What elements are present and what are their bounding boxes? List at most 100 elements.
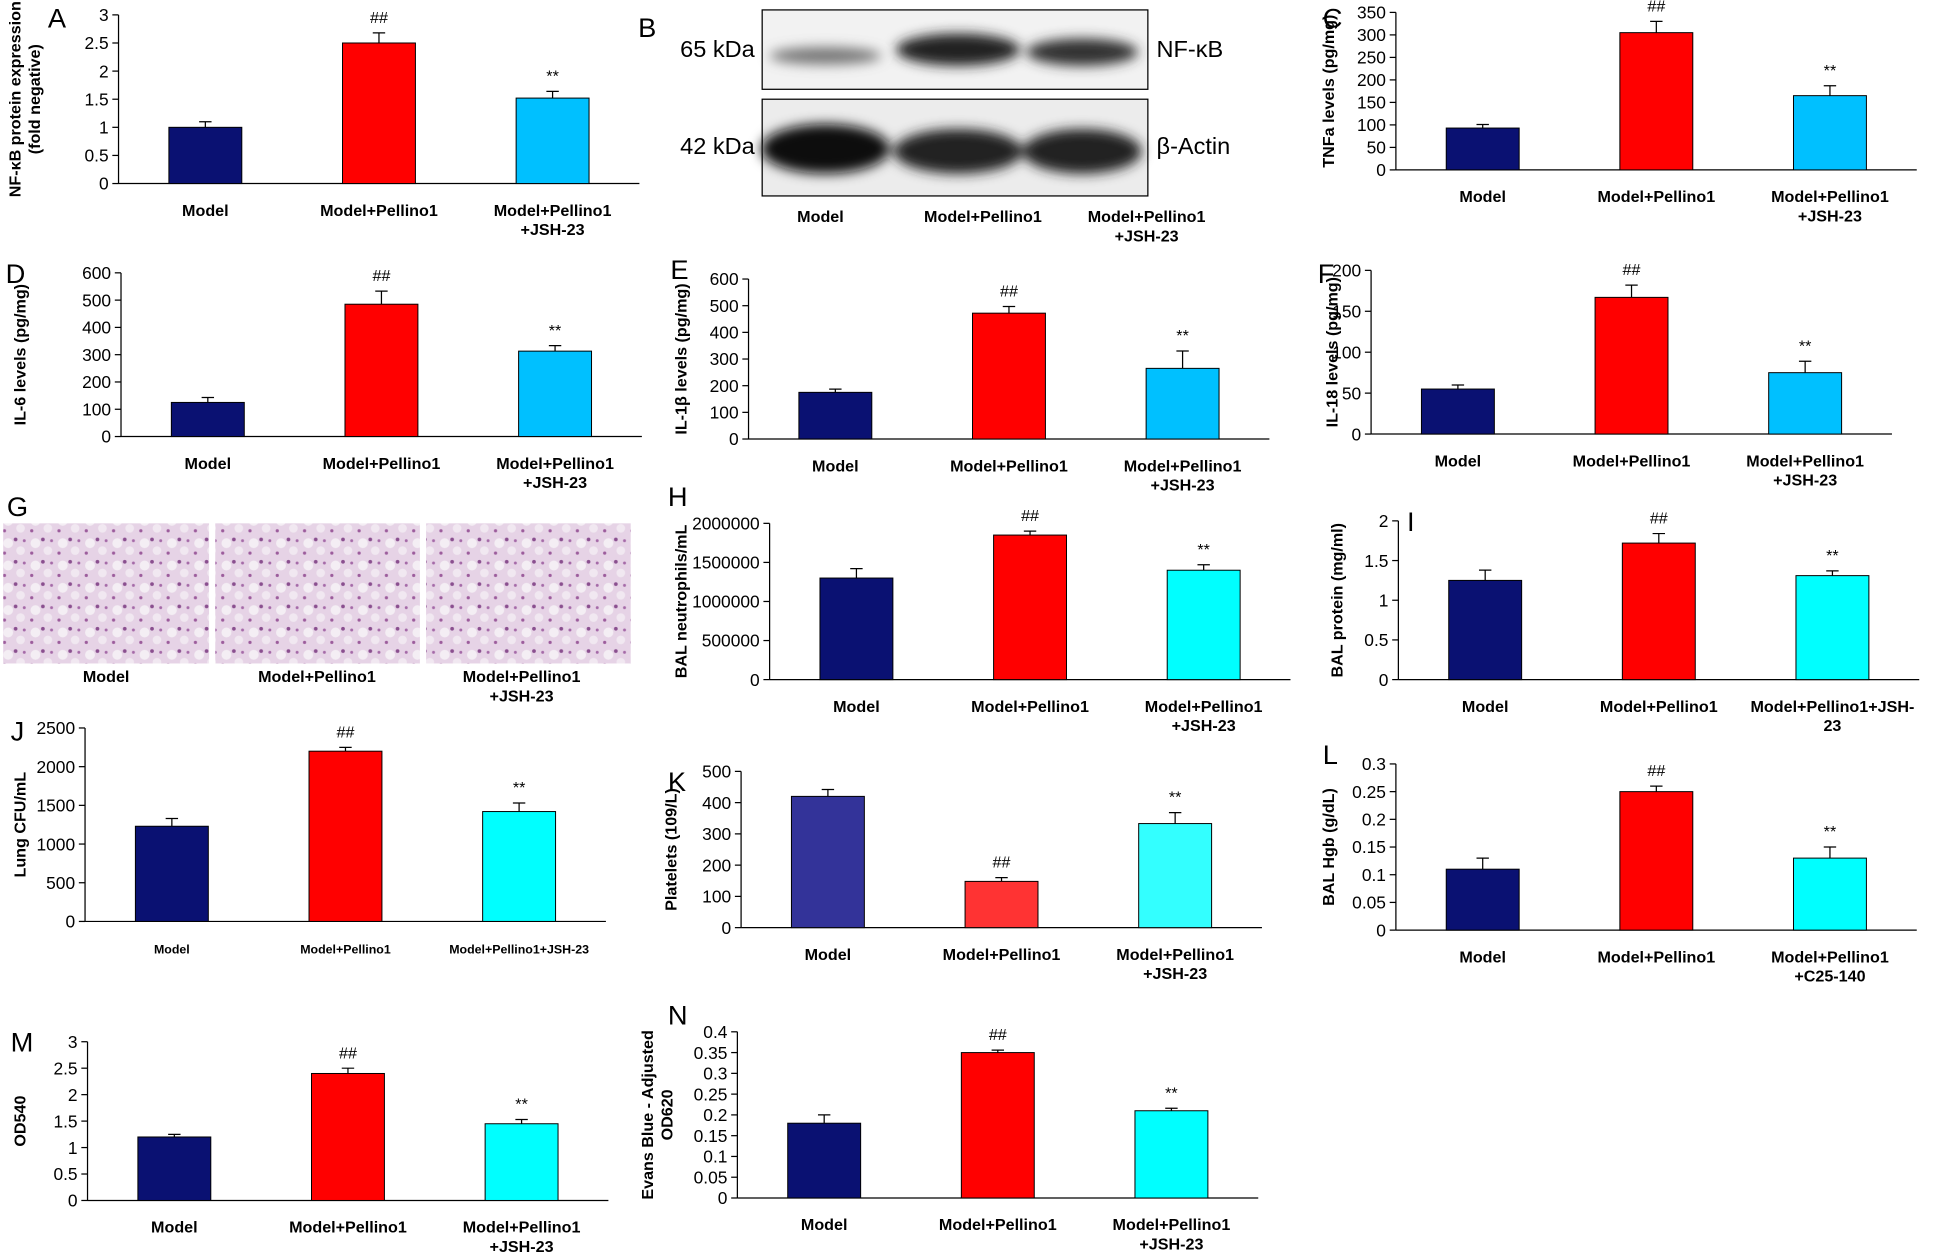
significance-label: ** <box>1824 823 1837 841</box>
x-tick-label: Model+Pellino1 <box>1597 948 1715 966</box>
y-axis-label: Evans Blue - AdjustedOD620 <box>639 1030 676 1199</box>
significance-label: ## <box>1021 507 1039 525</box>
y-tick-label: 0 <box>65 912 75 932</box>
significance-label: ## <box>339 1044 357 1062</box>
x-tick-label: Model+Pellino1+JSH-23 <box>1113 1216 1231 1253</box>
y-tick-label: 2.5 <box>84 33 108 53</box>
bar <box>134 825 209 922</box>
y-tick-label: 500 <box>710 296 739 316</box>
x-tick-label: Model <box>1435 452 1482 470</box>
y-tick-label: 0.15 <box>1352 837 1386 857</box>
y-tick-label: 200 <box>1357 70 1386 90</box>
error-bar <box>1826 570 1839 576</box>
y-tick-label: 50 <box>1367 138 1386 158</box>
y-axis-label: Platelets (109/L) <box>663 788 681 911</box>
error-bar <box>1165 1107 1178 1111</box>
y-tick-label: 300 <box>1357 25 1386 45</box>
x-tick-label: Model <box>154 943 190 957</box>
y-tick-label: 400 <box>702 793 731 813</box>
chart-panel: ANF-κB protein expression(fold negative)… <box>7 1 640 239</box>
y-tick-label: 0 <box>68 1191 78 1211</box>
x-tick-label: Model <box>805 946 852 964</box>
bar <box>1594 296 1669 435</box>
y-axis-label: OD540 <box>12 1096 30 1147</box>
y-tick-label: 1000 <box>37 834 76 854</box>
panel-letter: H <box>668 481 688 512</box>
bar <box>1768 372 1843 435</box>
histology-image <box>3 523 210 664</box>
y-tick-label: 250 <box>1357 48 1386 68</box>
y-tick-label: 0 <box>718 1188 728 1208</box>
error-bar <box>1650 20 1663 33</box>
lane-label: Model+Pellino1 <box>924 208 1042 226</box>
bar <box>344 303 419 438</box>
bar <box>168 126 243 185</box>
panel-letter: E <box>670 254 688 285</box>
bar <box>342 42 416 185</box>
panel-letter: L <box>1323 739 1338 770</box>
chart-panel: I BAL protein (mg/ml) 0 0.5 1 1.5 2 Model ## Mode… <box>1329 506 1920 735</box>
bar <box>518 350 593 438</box>
x-tick-label: Model+Pellino1+JSH-23 <box>494 202 612 239</box>
significance-label: ## <box>372 267 390 285</box>
y-axis-label: IL-6 levels (pg/mg) <box>12 284 30 425</box>
x-tick-label: Model+Pellino1+JSH-23 <box>496 455 614 492</box>
y-tick-label: 1.5 <box>84 89 108 109</box>
bar <box>1138 823 1213 929</box>
y-tick-label: 100 <box>702 887 731 907</box>
panel-letter: C <box>1323 2 1343 33</box>
y-tick-label: 0 <box>1376 160 1386 180</box>
y-tick-label: 200 <box>1332 261 1361 281</box>
error-bar <box>1625 284 1638 298</box>
bar <box>790 795 865 929</box>
significance-label: ## <box>1650 510 1668 528</box>
x-tick-label: Model+Pellino1 +C25-140 <box>1771 948 1889 985</box>
y-tick-label: 1500 <box>37 796 76 816</box>
y-tick-label: 400 <box>710 323 739 343</box>
bar <box>993 534 1068 681</box>
x-tick-label: Model+Pellino1+JSH-23 <box>1751 698 1915 735</box>
x-tick-label: Model+Pellino1 <box>300 943 391 957</box>
y-tick-label: 0.5 <box>53 1164 77 1184</box>
y-tick-label: 350 <box>1357 3 1386 23</box>
bar <box>787 1122 862 1199</box>
y-tick-label: 100 <box>1332 342 1361 362</box>
x-tick-label: Model+Pellino1+JSH-23 <box>449 943 589 957</box>
significance-label: ## <box>1647 0 1665 15</box>
error-bar <box>515 1118 528 1124</box>
x-tick-label: Model <box>812 457 859 475</box>
bar <box>1420 388 1495 435</box>
x-tick-label: Model+Pellino1+JSH-23 <box>463 1219 581 1256</box>
y-tick-label: 1.5 <box>1364 551 1388 571</box>
significance-label: ** <box>1826 547 1839 565</box>
bar <box>964 880 1039 929</box>
lane-label: Model+Pellino1 +JSH-23 <box>1088 208 1206 245</box>
significance-label: ** <box>549 322 562 340</box>
y-tick-label: 0.1 <box>703 1147 727 1167</box>
x-tick-label: Model+Pellino1 <box>1597 188 1715 206</box>
y-tick-label: 500 <box>82 290 111 310</box>
image-label: Model <box>83 668 130 686</box>
bar <box>960 1052 1035 1199</box>
significance-label: ** <box>1176 327 1189 345</box>
error-bar <box>339 746 352 752</box>
panel-letter: A <box>48 2 67 33</box>
bar <box>311 1072 385 1201</box>
error-bar <box>1168 812 1182 824</box>
error-bar <box>199 121 212 128</box>
bar <box>1792 95 1867 171</box>
x-tick-label: Model+Pellino1 <box>943 946 1061 964</box>
lane-label: Model <box>797 208 844 226</box>
band-protein: β-Actin <box>1157 133 1231 159</box>
bar <box>972 312 1046 440</box>
panel-letter: I <box>1407 506 1415 537</box>
bar <box>819 577 894 681</box>
image-label: Model+Pellino1 +JSH-23 <box>463 668 581 705</box>
y-tick-label: 400 <box>82 318 111 338</box>
x-tick-label: Model+Pellino1 <box>320 202 438 220</box>
x-tick-label: Model+Pellino1 <box>289 1219 407 1237</box>
y-tick-label: 0.35 <box>694 1043 728 1063</box>
y-axis-label: Lung CFU/mL <box>12 772 30 878</box>
y-tick-label: 0.2 <box>1362 810 1386 830</box>
